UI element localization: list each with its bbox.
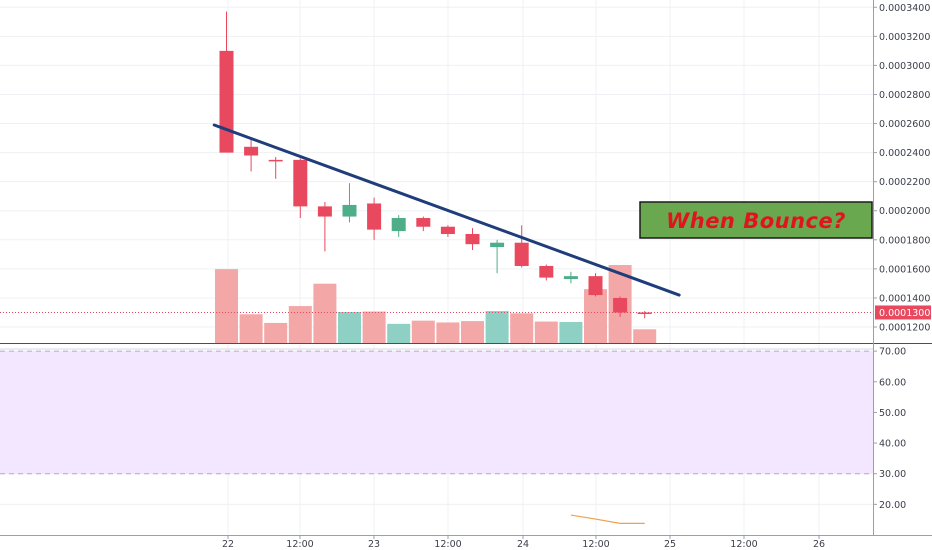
annotation-box [639, 201, 873, 239]
volume-bar [288, 306, 312, 343]
candle-body [514, 242, 529, 266]
y-tick-label: 0.0002200 [879, 177, 930, 188]
annotation-callout: When Bounce? [639, 201, 873, 239]
y-tick-label: 0.0002800 [879, 90, 930, 101]
x-tick-label: 25 [664, 539, 676, 550]
x-tick-label: 12:00 [434, 539, 461, 550]
rsi-line [570, 514, 645, 524]
rsi-tick-label: 40.00 [879, 439, 906, 450]
volume-bar [387, 323, 411, 343]
candle-body [268, 159, 283, 162]
candle-body [637, 312, 652, 314]
rsi-tick-label: 60.00 [879, 377, 906, 388]
annotation-text: When Bounce? [666, 209, 846, 233]
candle-body [244, 146, 259, 156]
y-tick-label: 0.0002400 [879, 148, 930, 159]
rsi-tick-label: 70.00 [879, 347, 906, 358]
current-price-label: 0.0001300 [879, 308, 930, 319]
x-tick-label: 12:00 [730, 539, 757, 550]
volume-bar [510, 313, 534, 343]
volume-bar [264, 322, 288, 343]
volume-bar [461, 321, 484, 343]
rsi-band [0, 351, 873, 474]
rsi-tick-label: 50.00 [879, 408, 906, 419]
candle-body [416, 218, 431, 227]
candle-body [613, 297, 628, 313]
x-tick-label: 24 [517, 539, 529, 550]
volume-bar [485, 311, 509, 343]
x-tick-label: 12:00 [582, 539, 609, 550]
volume-bar [215, 269, 238, 343]
volume-bar [584, 289, 607, 343]
resistance-trendline [212, 123, 681, 297]
current-price-badge [875, 305, 931, 320]
candle-body [317, 206, 332, 217]
y-tick-label: 0.0002600 [879, 119, 930, 130]
candle-body [465, 233, 480, 245]
x-tick-label: 12:00 [286, 539, 313, 550]
y-tick-label: 0.0003200 [879, 32, 930, 43]
candle-body [588, 276, 603, 296]
volume-bar [239, 314, 263, 343]
candle-body [490, 242, 505, 248]
candle-body [440, 226, 455, 234]
volume-bar [362, 311, 386, 343]
candle-body [342, 204, 357, 217]
y-tick-label: 0.0001800 [879, 235, 930, 246]
y-tick-label: 0.0003400 [879, 3, 930, 14]
candle-body [219, 50, 234, 153]
y-tick-label: 0.0001400 [879, 293, 930, 304]
volume-bar [411, 320, 435, 343]
y-tick-label: 0.0003000 [879, 61, 930, 72]
candle-body [367, 203, 382, 230]
candles [219, 11, 652, 319]
volume-bar [338, 311, 361, 343]
volume-bar [633, 329, 657, 343]
x-tick-label: 22 [222, 539, 234, 550]
candle-body [391, 218, 406, 232]
trendline [212, 123, 681, 297]
x-tick-label: 26 [813, 539, 825, 550]
candle-body [539, 265, 554, 278]
candle-body [293, 159, 308, 207]
volume-bar [559, 322, 583, 343]
rsi-tick-label: 20.00 [879, 500, 906, 511]
candle-body [563, 276, 578, 280]
y-tick-label: 0.0002000 [879, 206, 930, 217]
rsi-tick-label: 30.00 [879, 469, 906, 480]
x-tick-label: 23 [368, 539, 380, 550]
volume-bar [436, 322, 460, 343]
y-tick-label: 0.0001600 [879, 264, 930, 275]
volume-bar [534, 321, 558, 343]
rsi-panel [0, 350, 873, 524]
volume-bar [313, 283, 337, 343]
y-tick-label: 0.0001200 [879, 323, 930, 334]
volume-bars [215, 265, 657, 343]
